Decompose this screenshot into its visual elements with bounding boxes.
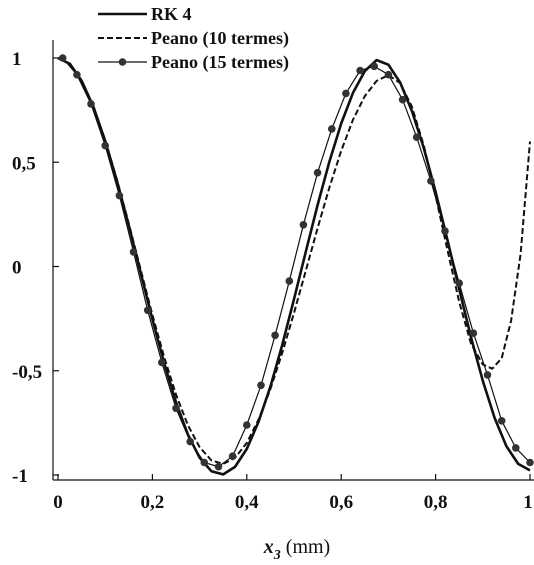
series-3-marker — [313, 168, 322, 177]
series-3-marker — [257, 381, 265, 390]
series-3-marker — [243, 421, 251, 429]
series-3-marker — [441, 227, 449, 235]
x-axis-label-unit: (mm) — [281, 536, 330, 558]
y-tick-label: 0 — [12, 258, 22, 279]
series-3-marker — [512, 444, 520, 452]
series-3-marker — [129, 248, 138, 256]
series-3-marker — [370, 62, 379, 71]
series-3-marker — [214, 462, 223, 471]
series-3-marker — [58, 54, 67, 62]
axes — [52, 40, 534, 481]
series-3-marker — [342, 89, 350, 98]
series-3-marker — [398, 95, 407, 104]
x-tick-label: 0,8 — [424, 492, 448, 513]
series-3-marker — [526, 458, 534, 467]
series-3-marker — [427, 177, 435, 185]
series-3-marker — [73, 70, 81, 79]
series-3-marker — [115, 191, 124, 200]
y-ticks: 1 0,5 0 -0,5 -1 — [12, 49, 59, 487]
x-axis-label-variable: x — [263, 536, 274, 558]
series-3-marker — [483, 371, 492, 379]
series-3-marker — [384, 70, 393, 79]
legend-label-1: RK 4 — [151, 4, 192, 24]
x-tick-label: 0,4 — [235, 492, 259, 513]
x-axis-label-subscript: 3 — [273, 548, 281, 563]
series-3-marker — [469, 329, 478, 338]
y-tick-label: -0,5 — [12, 362, 42, 383]
series-3-marker — [455, 279, 464, 288]
series-3-marker — [271, 331, 279, 340]
legend-label-2: Peano (10 termes) — [151, 28, 289, 49]
series-3-marker — [412, 133, 421, 141]
series-3-marker — [285, 277, 294, 285]
series-line-3 — [62, 57, 531, 468]
series-3-marker — [299, 221, 308, 229]
legend-marker — [118, 58, 127, 66]
series-3-marker — [101, 141, 109, 150]
x-tick-label: 0,2 — [141, 492, 165, 513]
y-tick-label: -1 — [12, 466, 28, 487]
x-axis-label: x3 (mm) — [263, 536, 330, 563]
series-3-marker — [356, 66, 364, 75]
series-line-2 — [57, 57, 531, 465]
y-tick-label: 1 — [12, 49, 22, 70]
series-3-marker — [143, 306, 152, 315]
series-3-marker — [172, 404, 180, 413]
x-tick-label: 0 — [53, 492, 63, 513]
series-layer — [57, 54, 534, 476]
x-tick-label: 1 — [523, 492, 533, 513]
legend-label-3: Peano (15 termes) — [151, 52, 289, 73]
x-tick-label: 0,6 — [329, 492, 353, 513]
series-3-marker — [328, 125, 336, 133]
series-3-marker — [497, 417, 506, 425]
series-3-marker — [186, 437, 194, 446]
series-3-marker — [228, 452, 237, 461]
series-3-marker — [87, 100, 95, 108]
series-3-marker — [158, 358, 166, 367]
y-tick-label: 0,5 — [12, 153, 36, 174]
legend: RK 4 Peano (10 termes) Peano (15 termes) — [98, 4, 289, 73]
series-line-1 — [57, 56, 531, 476]
series-3-marker — [200, 458, 209, 467]
x-ticks: 0 0,2 0,4 0,6 0,8 1 — [53, 474, 533, 513]
